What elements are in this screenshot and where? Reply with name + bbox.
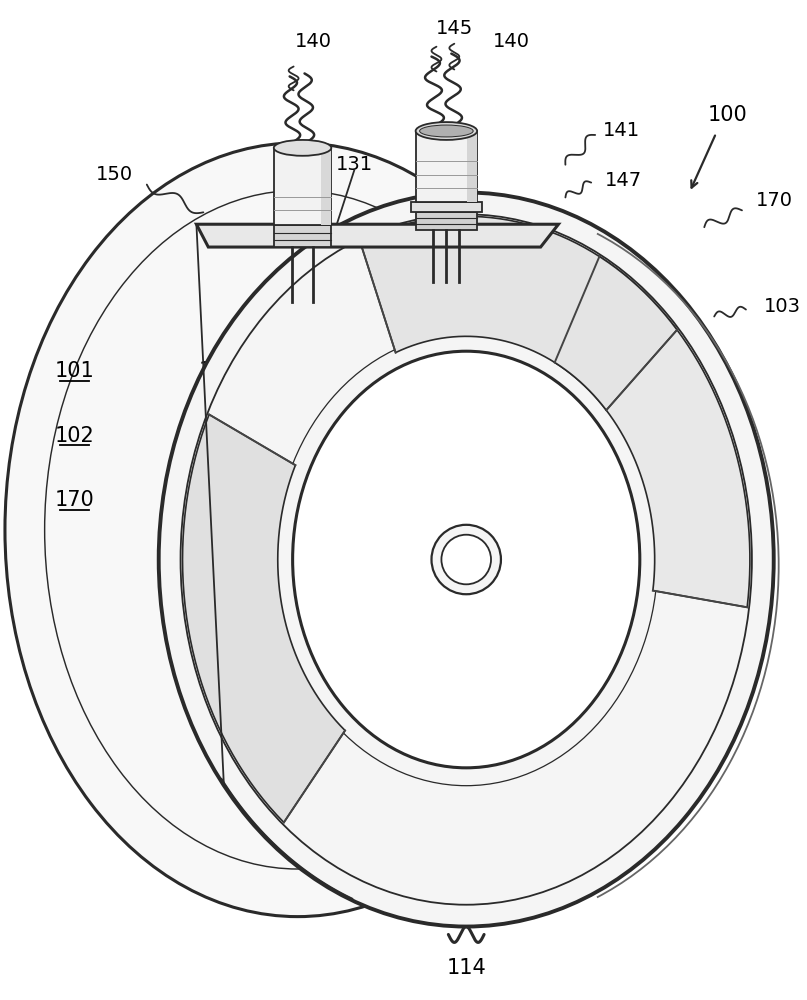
Ellipse shape: [5, 143, 590, 917]
Text: 114: 114: [446, 958, 486, 978]
Text: 170: 170: [199, 490, 238, 510]
Polygon shape: [196, 224, 558, 247]
Circle shape: [441, 535, 491, 584]
Polygon shape: [360, 216, 677, 410]
Text: 150: 150: [95, 165, 132, 184]
Polygon shape: [416, 212, 477, 230]
Polygon shape: [274, 148, 332, 225]
Ellipse shape: [293, 351, 640, 768]
Text: 170: 170: [756, 191, 792, 210]
Text: 102: 102: [55, 426, 94, 446]
Polygon shape: [274, 225, 332, 247]
Text: 102: 102: [199, 426, 238, 446]
Text: 140: 140: [295, 32, 332, 51]
Ellipse shape: [159, 192, 774, 927]
Text: 140: 140: [493, 32, 530, 51]
Text: 131: 131: [336, 155, 373, 174]
Polygon shape: [182, 414, 345, 822]
Text: 170: 170: [55, 490, 94, 510]
Polygon shape: [467, 131, 477, 202]
Text: 145: 145: [436, 19, 473, 38]
Polygon shape: [554, 256, 750, 607]
Polygon shape: [411, 202, 482, 212]
Text: 141: 141: [603, 121, 640, 140]
Text: 103: 103: [763, 297, 801, 316]
Text: 147: 147: [605, 171, 642, 190]
Polygon shape: [321, 148, 332, 225]
Text: 100: 100: [707, 105, 747, 125]
Polygon shape: [416, 131, 477, 202]
Ellipse shape: [420, 125, 473, 137]
Text: 101: 101: [55, 361, 94, 381]
Text: 101: 101: [199, 361, 238, 381]
Text: 105: 105: [583, 608, 621, 627]
Ellipse shape: [274, 140, 332, 156]
Ellipse shape: [416, 122, 477, 140]
Circle shape: [432, 525, 501, 594]
